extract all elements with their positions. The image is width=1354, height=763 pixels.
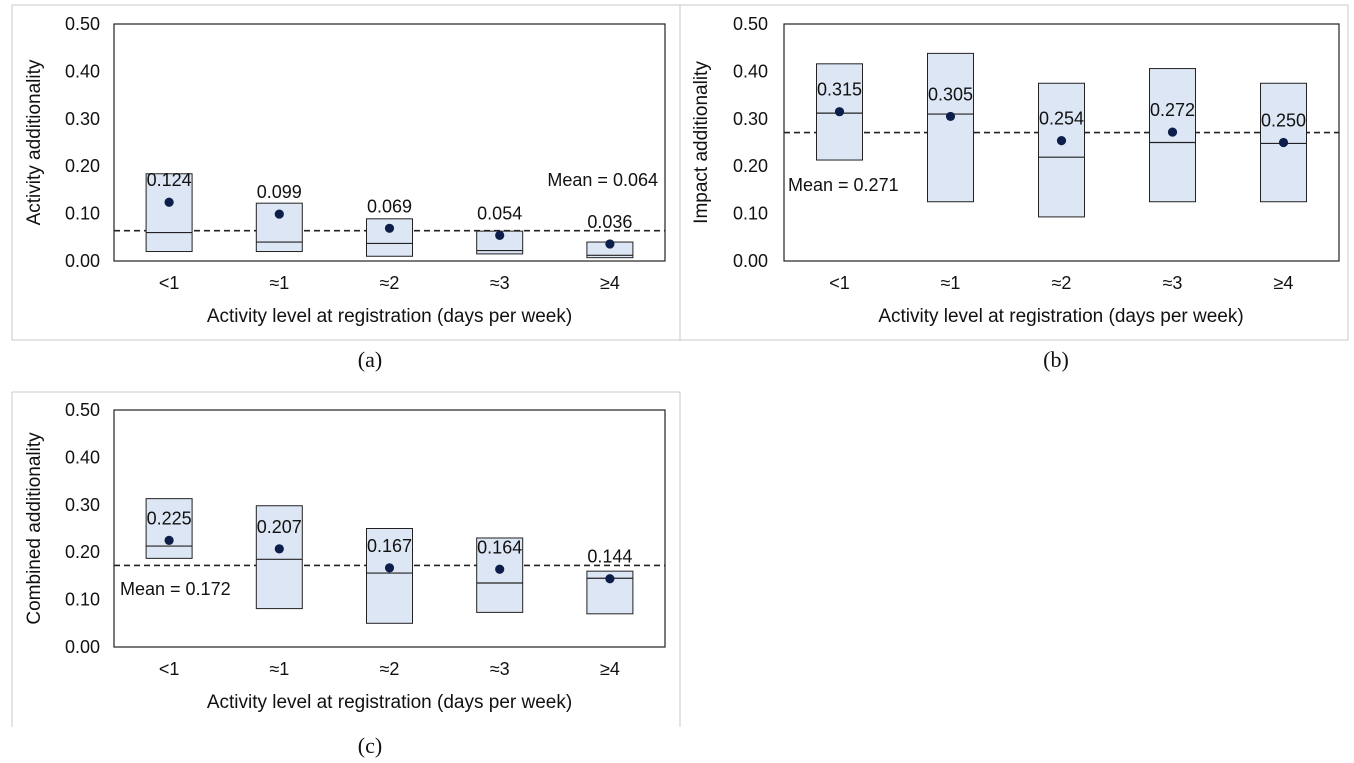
panel-b-box-1 <box>927 52 974 203</box>
panel-b-ytick-2: 0.20 <box>733 156 768 176</box>
panel-c-mean-label-0: 0.225 <box>147 508 192 528</box>
panel-a-xlabel: Activity level at registration (days per… <box>207 306 572 327</box>
panel-c-overall-mean-label: Mean = 0.172 <box>120 579 231 599</box>
panel-a-xtick-4: ≥4 <box>600 273 620 293</box>
panel-b-mean-marker-4 <box>1278 137 1289 148</box>
panel-c-ytick-4: 0.40 <box>65 447 100 467</box>
panel-b-ytick-1: 0.10 <box>733 204 768 224</box>
panel-a-mean-label-2: 0.069 <box>367 196 412 216</box>
panel-a-ytick-2: 0.20 <box>65 156 100 176</box>
panel-a-xtick-0: <1 <box>159 273 180 293</box>
panel-c-xtick-2: ≈2 <box>380 659 400 679</box>
panel-c-ytick-2: 0.20 <box>65 542 100 562</box>
panel-b-box-2 <box>1038 82 1085 218</box>
panel-c-xtick-0: <1 <box>159 659 180 679</box>
panel-c-box-3 <box>476 537 524 613</box>
panel-a-xtick-2: ≈2 <box>380 273 400 293</box>
panel-a-ylabel: Activity additionality <box>24 59 45 225</box>
panel-a-ytick-4: 0.40 <box>65 61 100 81</box>
panel-a-mean-marker-0 <box>164 197 174 207</box>
panel-b-mean-marker-1 <box>945 111 956 122</box>
panel-b-mean-marker-2 <box>1056 136 1067 146</box>
panel-a-boxes: 0.124 0.099 0.069 0.054 0.036 <box>145 170 634 259</box>
panel-c-mean-label-2: 0.167 <box>367 536 412 556</box>
panel-a-overall-mean-label: Mean = 0.064 <box>547 170 658 190</box>
panel-c-plot-area <box>113 409 666 648</box>
panel-c: 0.00 0.10 0.20 0.30 0.40 0.50 Combined a… <box>11 391 681 758</box>
panel-b-overall-mean-label: Mean = 0.271 <box>788 175 899 195</box>
panel-c-boxes: 0.225 0.207 0.167 0.164 0.144 <box>145 498 634 624</box>
panel-b-ytick-0: 0.00 <box>733 251 768 271</box>
panel-a-ytick-1: 0.10 <box>65 204 100 224</box>
panel-b-ytick-3: 0.30 <box>733 109 768 129</box>
panel-c-mean-marker-2 <box>384 563 395 573</box>
panel-c-ylabel: Combined additionality <box>24 432 45 625</box>
panel-c-box-1 <box>255 505 303 610</box>
panel-b-xtick-1: ≈1 <box>941 273 961 293</box>
panel-a-ytick-3: 0.30 <box>65 109 100 129</box>
panel-b-xtick-0: <1 <box>829 273 850 293</box>
panel-a-box-0 <box>145 173 193 253</box>
panel-a-xtick-3: ≈3 <box>490 273 510 293</box>
panel-c-ytick-5: 0.50 <box>65 400 100 420</box>
panel-b-frame <box>679 4 1349 341</box>
panel-c-mean-label-1: 0.207 <box>257 517 302 537</box>
panel-a-mean-label-1: 0.099 <box>257 182 302 202</box>
panel-a-mean-marker-1 <box>274 209 284 219</box>
panel-c-ytick-3: 0.30 <box>65 495 100 515</box>
panel-c-caption: (c) <box>358 733 382 758</box>
panel-b-mean-label-4: 0.250 <box>1261 111 1306 131</box>
panel-a-xtick-1: ≈1 <box>269 273 289 293</box>
panel-a-plot-area <box>113 23 666 262</box>
panel-c-mean-label-3: 0.164 <box>477 537 522 557</box>
panel-c-mean-marker-1 <box>274 544 284 554</box>
panel-a-mean-marker-3 <box>495 230 505 241</box>
panel-a: 0.00 0.10 0.20 0.30 0.40 0.50 Activity a… <box>11 4 681 372</box>
panel-a-caption: (a) <box>358 347 382 372</box>
panel-a-mean-marker-2 <box>384 223 395 233</box>
panel-c-box-0 <box>145 498 193 559</box>
panel-b-boxes: 0.315 0.305 0.254 0.272 0.250 <box>816 52 1307 218</box>
panel-a-mean-label-3: 0.054 <box>477 203 522 223</box>
panel-c-mean-label-4: 0.144 <box>587 547 632 567</box>
panel-b-xlabel: Activity level at registration (days per… <box>878 306 1243 327</box>
panel-c-ytick-1: 0.10 <box>65 590 100 610</box>
panel-c-box-2 <box>366 528 413 624</box>
panel-b-xtick-4: ≥4 <box>1274 273 1294 293</box>
panel-b-mean-label-3: 0.272 <box>1150 100 1195 120</box>
panel-a-mean-label-4: 0.036 <box>587 212 632 232</box>
panel-c-mean-marker-0 <box>164 535 174 545</box>
panel-c-xtick-3: ≈3 <box>490 659 510 679</box>
panel-c-xtick-4: ≥4 <box>600 659 620 679</box>
panel-a-ytick-0: 0.00 <box>65 251 100 271</box>
panel-c-mean-marker-4 <box>605 574 615 584</box>
panel-b: 0.00 0.10 0.20 0.30 0.40 0.50 Impact add… <box>679 4 1349 372</box>
panel-c-ytick-0: 0.00 <box>65 637 100 657</box>
panel-c-mean-marker-3 <box>495 564 505 574</box>
panel-b-caption: (b) <box>1043 347 1069 372</box>
panel-b-plot-area <box>783 23 1340 262</box>
panel-a-ytick-5: 0.50 <box>65 14 100 34</box>
panel-b-mean-label-0: 0.315 <box>817 80 862 100</box>
panel-b-ylabel: Impact additionality <box>691 61 712 224</box>
panel-c-xtick-1: ≈1 <box>269 659 289 679</box>
panel-b-mean-label-1: 0.305 <box>928 84 973 104</box>
panel-b-mean-marker-0 <box>834 107 845 117</box>
panel-b-mean-marker-3 <box>1167 127 1178 137</box>
panel-b-ytick-5: 0.50 <box>733 14 768 34</box>
panel-a-mean-label-0: 0.124 <box>147 170 192 190</box>
panel-c-xlabel: Activity level at registration (days per… <box>207 692 572 713</box>
panel-b-ytick-4: 0.40 <box>733 61 768 81</box>
panel-b-xtick-2: ≈2 <box>1052 273 1072 293</box>
panel-c-frame <box>11 391 681 727</box>
panel-b-mean-label-2: 0.254 <box>1039 109 1084 129</box>
panel-b-xtick-3: ≈3 <box>1163 273 1183 293</box>
panel-a-mean-marker-4 <box>605 239 615 249</box>
